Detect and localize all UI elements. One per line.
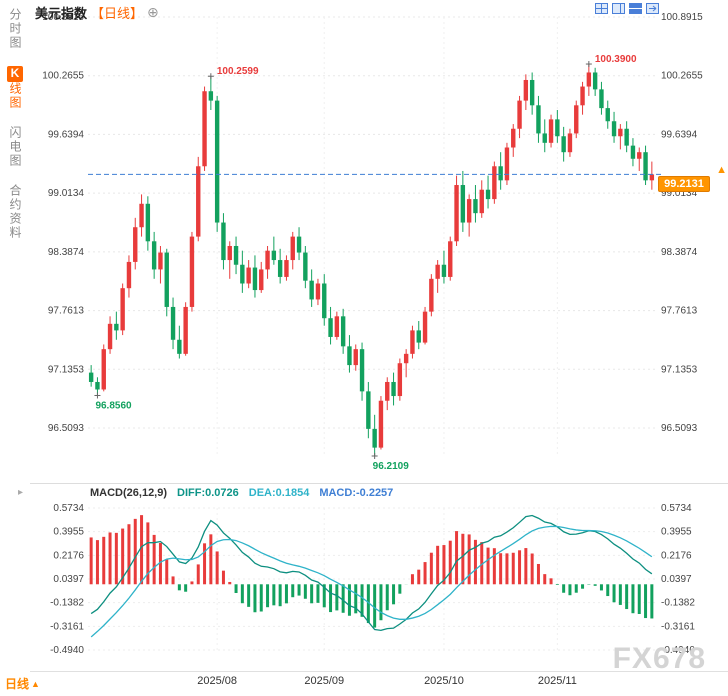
sidebar-item-time-chart[interactable]: 分时图 <box>7 8 23 50</box>
macd-panel-toggle-icon[interactable]: ▸ <box>18 487 24 498</box>
svg-text:97.1353: 97.1353 <box>661 364 698 375</box>
macd-macd-value: MACD:-0.2257 <box>319 487 394 499</box>
macd-diff-line <box>90 514 653 632</box>
layout-icons-toolbar <box>595 3 659 14</box>
sidebar-item-label: 合约资料 <box>8 184 22 240</box>
svg-text:97.1353: 97.1353 <box>48 364 85 375</box>
main-candlestick-chart[interactable]: 100.8915 100.8915 100.2655 100.2655 99.6394 9… <box>30 0 728 483</box>
period-selector[interactable]: 日线 ▲ <box>5 675 40 692</box>
svg-text:2025/09: 2025/09 <box>304 675 344 687</box>
svg-text:100.2655: 100.2655 <box>42 71 84 82</box>
chart-layout-split-right-icon[interactable] <box>612 3 625 14</box>
chart-area: 美元指数 【日线】 ⊕ 100.8915 100.8915 100.2655 100.… <box>30 0 728 696</box>
macd-header: MACD(26,12,9) DIFF:0.0726 DEA:0.1854 MAC… <box>90 487 393 499</box>
svg-text:2025/08: 2025/08 <box>197 675 237 687</box>
sidebar-item-label: 闪电图 <box>8 126 22 168</box>
svg-text:100.8915: 100.8915 <box>661 12 703 23</box>
latest-price-arrow-icon[interactable]: ▲ <box>716 164 727 177</box>
svg-text:-0.1382: -0.1382 <box>50 598 84 609</box>
svg-text:96.8560: 96.8560 <box>95 400 132 411</box>
svg-text:-0.3161: -0.3161 <box>50 621 84 632</box>
svg-text:99.6394: 99.6394 <box>48 129 85 140</box>
macd-diff-value: DIFF:0.0726 <box>177 487 239 499</box>
svg-text:98.3874: 98.3874 <box>48 247 85 258</box>
chart-type-sidebar: 分时图 K线图 闪电图 合约资料 <box>0 0 30 696</box>
sidebar-item-contract-info[interactable]: 合约资料 <box>7 184 23 240</box>
sidebar-item-lightning-chart[interactable]: 闪电图 <box>7 126 23 168</box>
sidebar-item-label: 线图 <box>8 82 22 110</box>
svg-text:2025/11: 2025/11 <box>538 675 577 687</box>
svg-text:96.5093: 96.5093 <box>661 423 698 434</box>
svg-text:-0.1382: -0.1382 <box>661 598 695 609</box>
svg-text:97.7613: 97.7613 <box>661 306 698 317</box>
svg-text:99.0134: 99.0134 <box>661 188 698 199</box>
svg-text:-0.4940: -0.4940 <box>661 645 695 656</box>
svg-text:97.7613: 97.7613 <box>48 306 85 317</box>
period-tag[interactable]: 【日线】 <box>91 6 144 21</box>
svg-text:100.2599: 100.2599 <box>217 66 259 77</box>
macd-histogram-group <box>89 515 654 628</box>
svg-text:0.0397: 0.0397 <box>53 574 84 585</box>
macd-dea-value: DEA:0.1854 <box>248 487 310 499</box>
macd-title[interactable]: MACD(26,12,9) <box>90 487 168 499</box>
chart-layout-expand-icon[interactable] <box>646 3 659 14</box>
svg-text:99.6394: 99.6394 <box>661 129 698 140</box>
svg-text:100.3900: 100.3900 <box>595 54 637 65</box>
symbol-title: 美元指数 <box>35 6 88 21</box>
svg-text:-0.4940: -0.4940 <box>50 645 84 656</box>
watermark: FX678 <box>612 642 706 675</box>
chart-layout-rows-icon[interactable] <box>629 3 642 14</box>
svg-text:100.8915: 100.8915 <box>42 12 84 23</box>
candles-group <box>88 64 655 456</box>
svg-text:100.2655: 100.2655 <box>661 71 703 82</box>
macd-indicator-chart[interactable]: 0.5734 0.5734 0.3955 0.3955 0.2176 0.2176 0.03… <box>30 483 728 696</box>
chart-header: 美元指数 【日线】 ⊕ <box>35 3 159 22</box>
svg-text:96.2109: 96.2109 <box>373 461 410 472</box>
period-selector-label: 日线 <box>5 677 30 691</box>
current-price-tag: 99.2131 <box>658 176 710 193</box>
svg-text:0.2176: 0.2176 <box>661 550 692 561</box>
macd-dea-line <box>90 525 653 638</box>
svg-text:96.5093: 96.5093 <box>48 423 85 434</box>
sidebar-item-kline-chart[interactable]: K线图 <box>7 66 23 110</box>
svg-text:0.3955: 0.3955 <box>53 527 84 538</box>
svg-text:0.2176: 0.2176 <box>53 550 84 561</box>
kline-k-chip: K <box>7 66 23 82</box>
chart-layout-grid-icon[interactable] <box>595 3 608 14</box>
period-menu-arrow-icon: ▲ <box>31 678 40 689</box>
svg-text:2025/10: 2025/10 <box>424 675 464 687</box>
sidebar-item-label: 分时图 <box>8 8 22 50</box>
svg-text:-0.3161: -0.3161 <box>661 621 695 632</box>
svg-text:0.5734: 0.5734 <box>53 503 84 514</box>
svg-text:99.0134: 99.0134 <box>48 188 85 199</box>
svg-text:0.5734: 0.5734 <box>661 503 692 514</box>
svg-text:0.0397: 0.0397 <box>661 574 692 585</box>
svg-text:0.3955: 0.3955 <box>661 527 692 538</box>
add-indicator-icon[interactable]: ⊕ <box>147 4 159 20</box>
svg-text:98.3874: 98.3874 <box>661 247 698 258</box>
